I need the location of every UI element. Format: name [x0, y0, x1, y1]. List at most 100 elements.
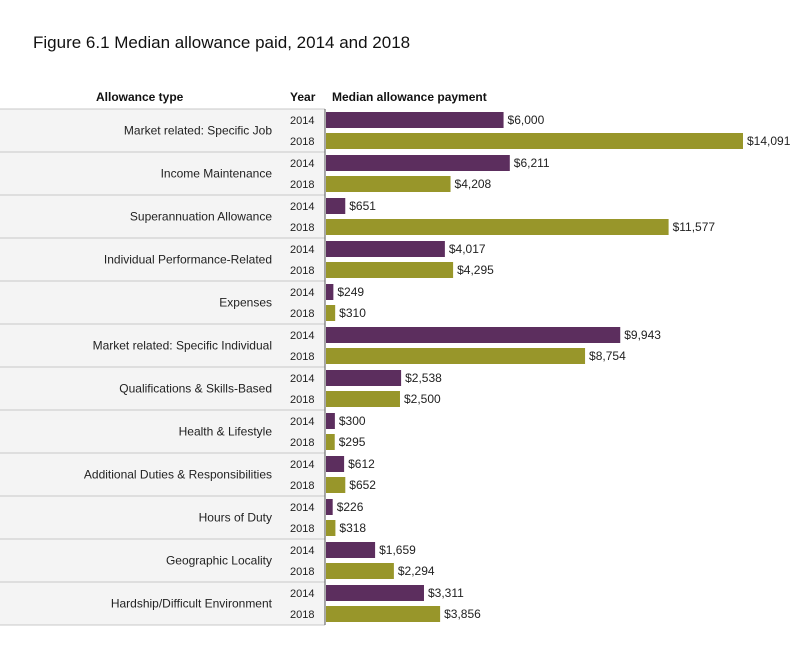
value-label: $651	[349, 199, 376, 213]
value-label: $8,754	[589, 349, 626, 363]
bar-2018	[326, 391, 400, 407]
year-label: 2014	[290, 416, 314, 428]
category-label: Expenses	[219, 296, 272, 310]
bar-2014	[326, 284, 334, 300]
year-label: 2014	[290, 201, 314, 213]
row-band	[0, 539, 325, 582]
bar-2014	[326, 370, 402, 386]
bar-2018	[326, 305, 336, 321]
year-label: 2018	[290, 136, 314, 148]
year-label: 2018	[290, 179, 314, 191]
bar-2014	[326, 585, 424, 601]
bar-2018	[326, 434, 335, 450]
year-label: 2014	[290, 244, 314, 256]
category-label: Geographic Locality	[166, 554, 272, 568]
row-band	[0, 367, 325, 410]
value-label: $4,017	[449, 242, 486, 256]
bar-2018	[326, 520, 336, 536]
row-band	[0, 582, 325, 625]
row-band	[0, 152, 325, 195]
bar-2014	[326, 542, 376, 558]
category-label: Market related: Specific Individual	[93, 339, 272, 353]
value-label: $9,943	[624, 328, 661, 342]
value-label: $652	[349, 478, 376, 492]
category-label: Qualifications & Skills-Based	[119, 382, 272, 396]
year-label: 2018	[290, 351, 314, 363]
year-label: 2018	[290, 566, 314, 578]
bar-2014	[326, 155, 510, 171]
row-band	[0, 324, 325, 367]
value-label: $310	[339, 306, 366, 320]
value-label: $6,211	[514, 156, 550, 170]
year-label: 2014	[290, 588, 314, 600]
value-label: $4,208	[455, 177, 492, 191]
category-label: Hours of Duty	[199, 511, 272, 525]
value-label: $612	[348, 457, 375, 471]
bar-2018	[326, 176, 451, 192]
year-label: 2014	[290, 545, 314, 557]
year-label: 2014	[290, 459, 314, 471]
category-label: Health & Lifestyle	[179, 425, 273, 439]
header-year: Year	[290, 90, 316, 104]
year-label: 2018	[290, 308, 314, 320]
value-label: $2,538	[405, 371, 442, 385]
row-band	[0, 453, 325, 496]
bar-2014	[326, 456, 345, 472]
category-label: Superannuation Allowance	[130, 210, 272, 224]
bar-2014	[326, 198, 346, 214]
chart-title: Figure 6.1 Median allowance paid, 2014 a…	[33, 33, 411, 52]
value-label: $249	[337, 285, 364, 299]
bar-2018	[326, 348, 586, 364]
year-label: 2014	[290, 115, 314, 127]
bar-2018	[326, 477, 346, 493]
category-label: Individual Performance-Related	[104, 253, 272, 267]
header-allowance-type: Allowance type	[96, 90, 184, 104]
value-label: $3,856	[444, 607, 481, 621]
year-label: 2018	[290, 609, 314, 621]
year-label: 2018	[290, 480, 314, 492]
year-label: 2014	[290, 502, 314, 514]
value-label: $2,500	[404, 392, 441, 406]
row-band	[0, 496, 325, 539]
value-label: $4,295	[457, 263, 494, 277]
row-band	[0, 109, 325, 152]
year-label: 2014	[290, 373, 314, 385]
row-band	[0, 410, 325, 453]
bar-2014	[326, 112, 504, 128]
value-label: $295	[339, 435, 366, 449]
year-label: 2018	[290, 437, 314, 449]
value-label: $14,091	[747, 134, 791, 148]
bar-2018	[326, 563, 394, 579]
year-label: 2018	[290, 523, 314, 535]
bar-2014	[326, 499, 333, 515]
category-label: Income Maintenance	[161, 167, 273, 181]
row-band	[0, 281, 325, 324]
value-label: $1,659	[379, 543, 416, 557]
value-label: $11,577	[673, 220, 716, 234]
year-label: 2018	[290, 222, 314, 234]
category-label: Hardship/Difficult Environment	[111, 597, 273, 611]
value-label: $6,000	[508, 113, 545, 127]
category-label: Market related: Specific Job	[124, 124, 272, 138]
bar-2018	[326, 133, 743, 149]
row-band	[0, 195, 325, 238]
year-label: 2014	[290, 330, 314, 342]
year-label: 2014	[290, 287, 314, 299]
header-median-payment: Median allowance payment	[332, 90, 487, 104]
value-label: $300	[339, 414, 366, 428]
bar-2018	[326, 262, 454, 278]
value-label: $318	[339, 521, 366, 535]
bar-2014	[326, 241, 445, 257]
row-band	[0, 238, 325, 281]
value-label: $3,311	[428, 586, 464, 600]
value-label: $2,294	[398, 564, 435, 578]
year-label: 2018	[290, 394, 314, 406]
year-label: 2018	[290, 265, 314, 277]
category-label: Additional Duties & Responsibilities	[84, 468, 272, 482]
year-label: 2014	[290, 158, 314, 170]
bar-2014	[326, 413, 335, 429]
bar-2018	[326, 219, 669, 235]
bar-2014	[326, 327, 621, 343]
bar-2018	[326, 606, 441, 622]
